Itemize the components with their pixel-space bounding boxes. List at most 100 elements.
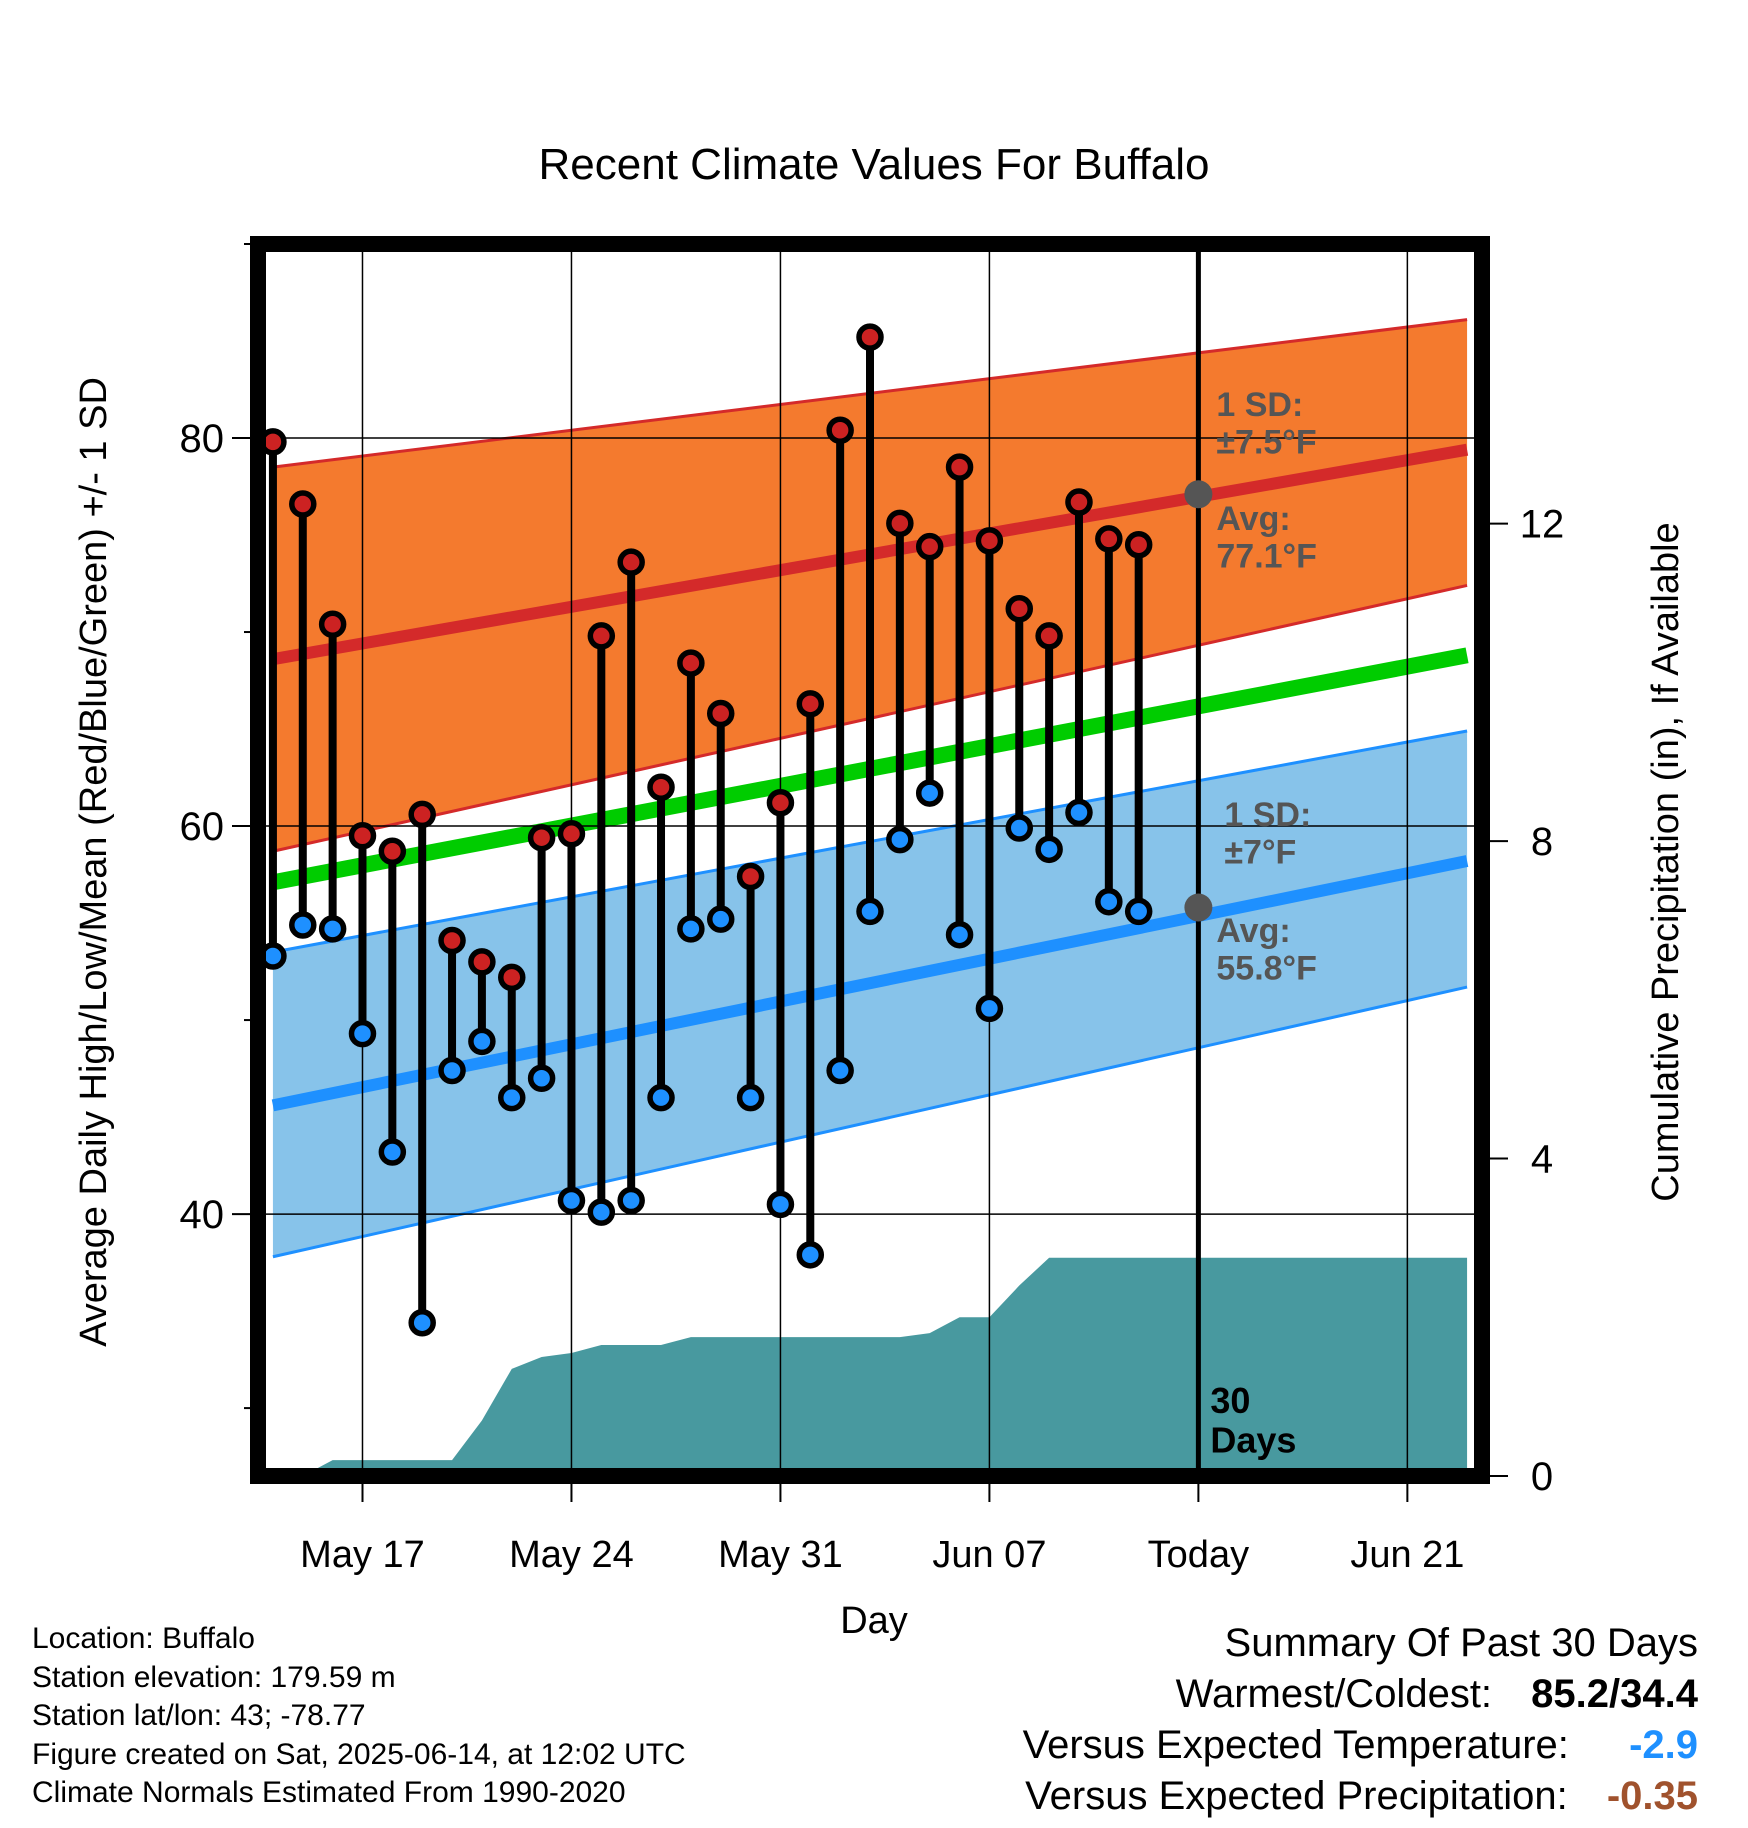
- low-point: [557, 1186, 586, 1215]
- summary-precip-row: Versus Expected Precipitation: -0.35: [1023, 1771, 1698, 1822]
- y-tick-label-right: 12: [1520, 503, 1565, 547]
- y-tick-label-right: 0: [1531, 1455, 1553, 1499]
- days-annotation: 30 Days: [1210, 1380, 1296, 1461]
- y-axis-label-left: Average Daily High/Low/Mean (Red/Blue/Gr…: [73, 377, 115, 1347]
- y-tick-label-right: 8: [1531, 820, 1553, 864]
- low-point: [736, 1083, 765, 1112]
- high-point: [378, 837, 407, 866]
- y-tick-label-left: 60: [180, 805, 225, 849]
- elevation-text: Station elevation: 179.59 m: [32, 1660, 396, 1694]
- y-tick-label-left: 80: [180, 417, 225, 461]
- low-point: [587, 1198, 616, 1226]
- high-point: [647, 773, 675, 801]
- x-tick-label: Jun 21: [1350, 1534, 1464, 1576]
- high-point: [498, 963, 526, 992]
- low-point: [1035, 835, 1063, 864]
- high-point: [1095, 525, 1123, 553]
- low-point: [975, 994, 1004, 1023]
- warmest-value: 85.2/34.4: [1531, 1672, 1698, 1716]
- precip-value: -0.35: [1606, 1774, 1698, 1818]
- high-point: [527, 823, 556, 852]
- low-point: [915, 779, 944, 807]
- precip-label: Versus Expected Precipitation:: [1025, 1774, 1568, 1818]
- temp-value: -2.9: [1629, 1723, 1698, 1767]
- high-point: [438, 926, 466, 955]
- normals-text: Climate Normals Estimated From 1990-2020: [32, 1776, 626, 1809]
- high-point: [1124, 530, 1153, 559]
- high-point: [826, 416, 854, 445]
- x-tick-label: May 24: [509, 1534, 634, 1576]
- high-point: [468, 948, 496, 976]
- low-point: [468, 1027, 496, 1056]
- low-point: [1095, 887, 1123, 916]
- y-tick-label-right: 4: [1531, 1138, 1553, 1182]
- low-point: [886, 825, 914, 854]
- low-avg-marker: [1184, 893, 1213, 922]
- y-axis-label-right: Cumulative Precipitation (in), If Availa…: [1645, 522, 1687, 1201]
- low-point: [677, 915, 705, 943]
- low-point: [289, 911, 317, 939]
- high-point: [766, 789, 795, 817]
- x-tick-label: Today: [1148, 1534, 1249, 1576]
- high-point: [736, 862, 765, 891]
- low-point: [527, 1064, 556, 1093]
- location-text: Location: Buffalo: [32, 1622, 255, 1655]
- low-sd-lower-edge: [272, 985, 1468, 1259]
- y-tick-label-left: 40: [180, 1193, 225, 1237]
- low-point: [1065, 798, 1093, 827]
- station-info: Location: Buffalo Station elevation: 179…: [32, 1620, 686, 1813]
- high-point: [557, 820, 586, 848]
- high-point: [1005, 594, 1034, 623]
- created-text: Figure created on Sat, 2025-06-14, at 12…: [32, 1737, 686, 1771]
- high-avg-annotation: Avg: 77.1°F: [1216, 500, 1317, 575]
- high-point: [915, 532, 944, 561]
- low-point: [617, 1186, 645, 1215]
- temp-label: Versus Expected Temperature:: [1022, 1723, 1569, 1767]
- high-point: [945, 453, 974, 481]
- high-point: [796, 690, 825, 718]
- plot-area: 1 SD: ±7.5°F Avg: 77.1°F 1 SD: ±7°F Avg: 55.8°F…: [180, 236, 1565, 1576]
- chart-title: Recent Climate Values For Buffalo: [539, 140, 1210, 189]
- x-tick-label: May 17: [300, 1534, 425, 1576]
- low-point: [796, 1241, 825, 1269]
- high-point: [318, 610, 347, 639]
- low-point: [856, 897, 884, 926]
- high-point: [289, 490, 317, 518]
- latlon-text: Station lat/lon: 43; -78.77: [32, 1699, 366, 1732]
- low-point: [945, 920, 974, 949]
- x-axis-label: Day: [840, 1600, 908, 1642]
- low-point: [647, 1083, 675, 1112]
- high-point: [677, 649, 705, 677]
- warmest-label: Warmest/Coldest:: [1175, 1672, 1493, 1716]
- low-point: [498, 1083, 526, 1112]
- high-point: [348, 821, 377, 850]
- high-point: [706, 699, 735, 728]
- low-point: [1005, 814, 1034, 842]
- x-tick-label: Jun 07: [932, 1534, 1046, 1576]
- summary-temp-row: Versus Expected Temperature: -2.9: [1023, 1720, 1698, 1771]
- low-point: [438, 1056, 466, 1085]
- low-point: [408, 1308, 436, 1337]
- summary-title: Summary Of Past 30 Days: [1224, 1621, 1698, 1665]
- high-point: [1035, 622, 1063, 650]
- high-point: [886, 509, 914, 538]
- low-point: [318, 915, 347, 943]
- high-point: [617, 548, 645, 576]
- summary-warmest-row: Warmest/Coldest: 85.2/34.4: [1023, 1669, 1698, 1720]
- high-point: [856, 323, 884, 351]
- summary-panel: Summary Of Past 30 Days Warmest/Coldest:…: [1023, 1618, 1698, 1822]
- high-point: [975, 527, 1004, 555]
- low-avg-annotation: Avg: 55.8°F: [1216, 912, 1317, 987]
- high-point: [408, 800, 436, 829]
- low-point: [378, 1138, 407, 1166]
- high-point: [1065, 488, 1093, 516]
- x-tick-label: May 31: [718, 1534, 843, 1576]
- high-avg-marker: [1184, 480, 1213, 509]
- low-point: [706, 905, 735, 933]
- low-point: [1124, 897, 1153, 926]
- high-point: [587, 622, 616, 650]
- low-point: [826, 1056, 854, 1085]
- low-point: [348, 1019, 377, 1048]
- low-normal-line: [271, 855, 1469, 1112]
